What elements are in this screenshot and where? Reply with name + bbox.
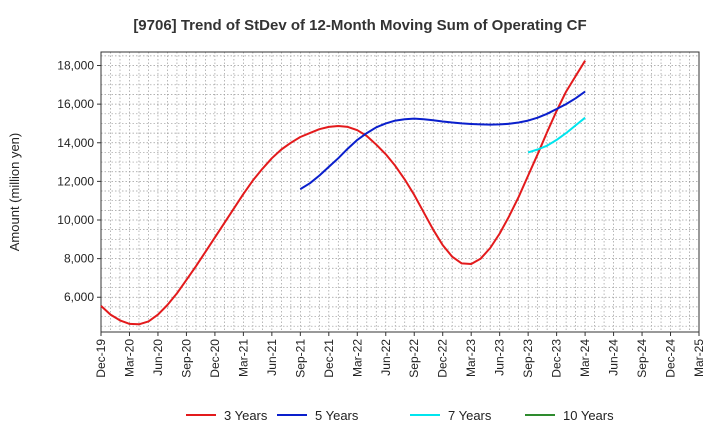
y-axis-label: Amount (million yen) xyxy=(7,133,22,252)
series-line-3-years xyxy=(100,60,586,326)
y-tick-label: 8,000 xyxy=(64,252,94,266)
y-tick-label: 18,000 xyxy=(57,59,94,73)
grid xyxy=(101,52,699,332)
x-tick-label: Mar-21 xyxy=(236,339,250,377)
x-tick-label: Jun-24 xyxy=(607,339,621,376)
x-axis: Dec-19 Mar-20 Jun-20 Sep-20 Dec-20 Mar-21 Jun-… xyxy=(94,332,706,378)
series-lines xyxy=(100,60,586,326)
series-line-5-years xyxy=(299,90,586,190)
x-tick-label: Jun-21 xyxy=(265,339,279,376)
legend: 3 Years 5 Years 7 Years 10 Years xyxy=(186,408,614,423)
series-line-7-years xyxy=(527,116,586,154)
x-tick-label: Sep-20 xyxy=(179,339,193,378)
x-tick-label: Dec-21 xyxy=(322,339,336,378)
x-tick-label: Mar-25 xyxy=(692,339,706,377)
y-tick-label: 14,000 xyxy=(57,136,94,150)
x-tick-label: Jun-22 xyxy=(379,339,393,376)
chart-title: [9706] Trend of StDev of 12-Month Moving… xyxy=(133,17,586,34)
x-tick-label: Sep-24 xyxy=(635,339,649,378)
x-tick-label: Jun-20 xyxy=(151,339,165,376)
x-tick-label: Jun-23 xyxy=(493,339,507,376)
x-tick-label: Dec-23 xyxy=(550,339,564,378)
x-tick-label: Mar-20 xyxy=(122,339,136,377)
x-tick-label: Sep-21 xyxy=(293,339,307,378)
legend-label: 5 Years xyxy=(315,408,359,423)
x-tick-label: Dec-19 xyxy=(94,339,108,378)
legend-label: 10 Years xyxy=(563,408,614,423)
plot-area-frame xyxy=(100,51,700,333)
x-tick-label: Mar-24 xyxy=(578,339,592,377)
x-tick-label: Dec-22 xyxy=(436,339,450,378)
y-tick-label: 16,000 xyxy=(57,97,94,111)
x-tick-label: Sep-23 xyxy=(521,339,535,378)
y-tick-label: 6,000 xyxy=(64,290,94,304)
legend-label: 3 Years xyxy=(224,408,268,423)
y-tick-label: 10,000 xyxy=(57,213,94,227)
x-tick-label: Dec-20 xyxy=(208,339,222,378)
y-tick-label: 12,000 xyxy=(57,174,94,188)
y-axis: 6,000 8,000 10,000 12,000 14,000 16,000 18,000 xyxy=(57,59,101,304)
x-tick-label: Mar-22 xyxy=(350,339,364,377)
x-tick-label: Mar-23 xyxy=(464,339,478,377)
legend-label: 7 Years xyxy=(448,408,492,423)
x-tick-label: Dec-24 xyxy=(664,339,678,378)
x-tick-label: Sep-22 xyxy=(407,339,421,378)
